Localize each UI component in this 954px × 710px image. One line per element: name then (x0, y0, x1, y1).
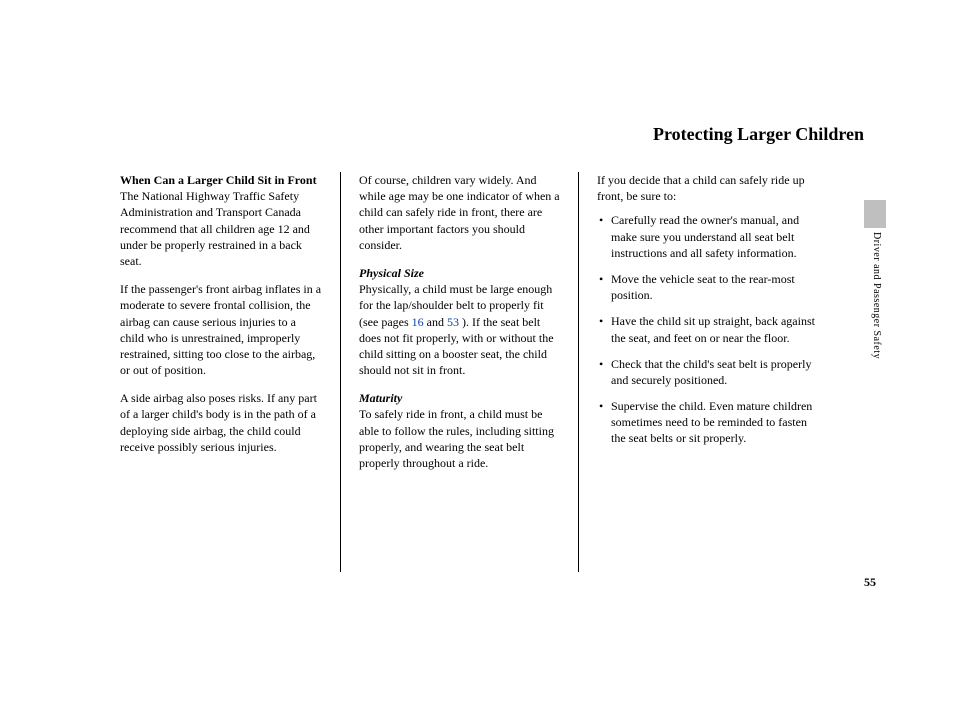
page-title: Protecting Larger Children (653, 124, 864, 145)
col3-bullets: Carefully read the owner's manual, and m… (597, 212, 816, 446)
bullet-3: Have the child sit up straight, back aga… (597, 313, 816, 345)
bullet-1: Carefully read the owner's manual, and m… (597, 212, 816, 261)
section-side-label: Driver and Passenger Safety (871, 232, 882, 359)
col2-block3: Maturity To safely ride in front, a chil… (359, 390, 560, 471)
bullet-5: Supervise the child. Even mature childre… (597, 398, 816, 447)
content-columns: When Can a Larger Child Sit in Front The… (120, 172, 840, 572)
col2-block2: Physical Size Physically, a child must b… (359, 265, 560, 378)
bullet-4: Check that the child's seat belt is prop… (597, 356, 816, 388)
col1-heading: When Can a Larger Child Sit in Front (120, 173, 317, 187)
bullet-2: Move the vehicle seat to the rear-most p… (597, 271, 816, 303)
column-2: Of course, children vary widely. And whi… (340, 172, 578, 572)
section-tab (864, 200, 886, 228)
column-3: If you decide that a child can safely ri… (578, 172, 816, 572)
col2-p3: To safely ride in front, a child must be… (359, 407, 554, 470)
page-number: 55 (864, 575, 876, 590)
col1-p1: The National Highway Traffic Safety Admi… (120, 189, 310, 268)
col2-sub1: Physical Size (359, 266, 424, 280)
manual-page: Protecting Larger Children Driver and Pa… (0, 0, 954, 710)
col3-p1: If you decide that a child can safely ri… (597, 172, 816, 204)
page-link-16[interactable]: 16 (412, 315, 424, 329)
col1-p3: A side airbag also poses risks. If any p… (120, 390, 322, 455)
page-link-53[interactable]: 53 (447, 315, 459, 329)
col2-sub2: Maturity (359, 391, 402, 405)
col2-p1: Of course, children vary widely. And whi… (359, 172, 560, 253)
column-1: When Can a Larger Child Sit in Front The… (120, 172, 340, 572)
col2-p2b: and (424, 315, 447, 329)
col1-p2: If the passenger's front airbag inflates… (120, 281, 322, 378)
col1-block1: When Can a Larger Child Sit in Front The… (120, 172, 322, 269)
